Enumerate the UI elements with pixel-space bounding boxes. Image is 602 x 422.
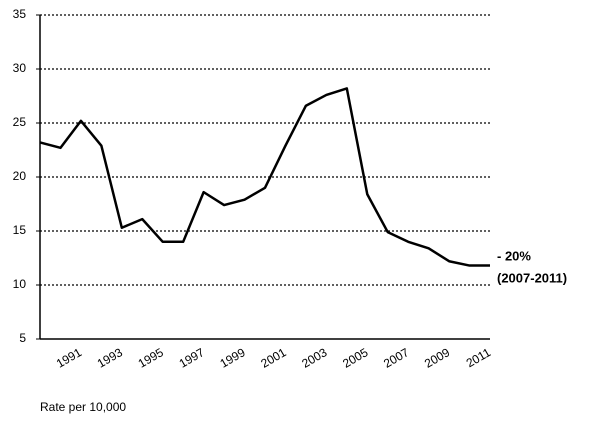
y-tick-label: 30: [13, 61, 27, 75]
x-tick-label: 1999: [218, 345, 248, 371]
y-tick-label: 10: [13, 277, 27, 291]
annotation: (2007-2011): [497, 270, 567, 285]
annotation: - 20%: [497, 248, 531, 263]
x-tick-label: 1997: [177, 345, 207, 371]
x-tick-label: 2009: [422, 345, 452, 371]
x-tick-label: 2005: [340, 345, 370, 371]
y-tick-label: 35: [13, 7, 27, 21]
y-tick-label: 20: [13, 169, 27, 183]
y-tick-label: 25: [13, 115, 27, 129]
x-tick-label: 2003: [299, 345, 329, 371]
y-tick-label: 5: [19, 331, 26, 345]
x-tick-label: 2011: [464, 345, 494, 370]
y-tick-label: 15: [13, 223, 27, 237]
x-tick-label: 2007: [381, 345, 411, 371]
x-tick-label: 2001: [258, 345, 288, 371]
x-tick-label: 1991: [54, 345, 84, 371]
x-tick-label: 1993: [95, 345, 125, 371]
axis-label: Rate per 10,000: [40, 400, 126, 414]
x-tick-label: 1995: [136, 345, 166, 371]
line: [39, 87, 490, 267]
